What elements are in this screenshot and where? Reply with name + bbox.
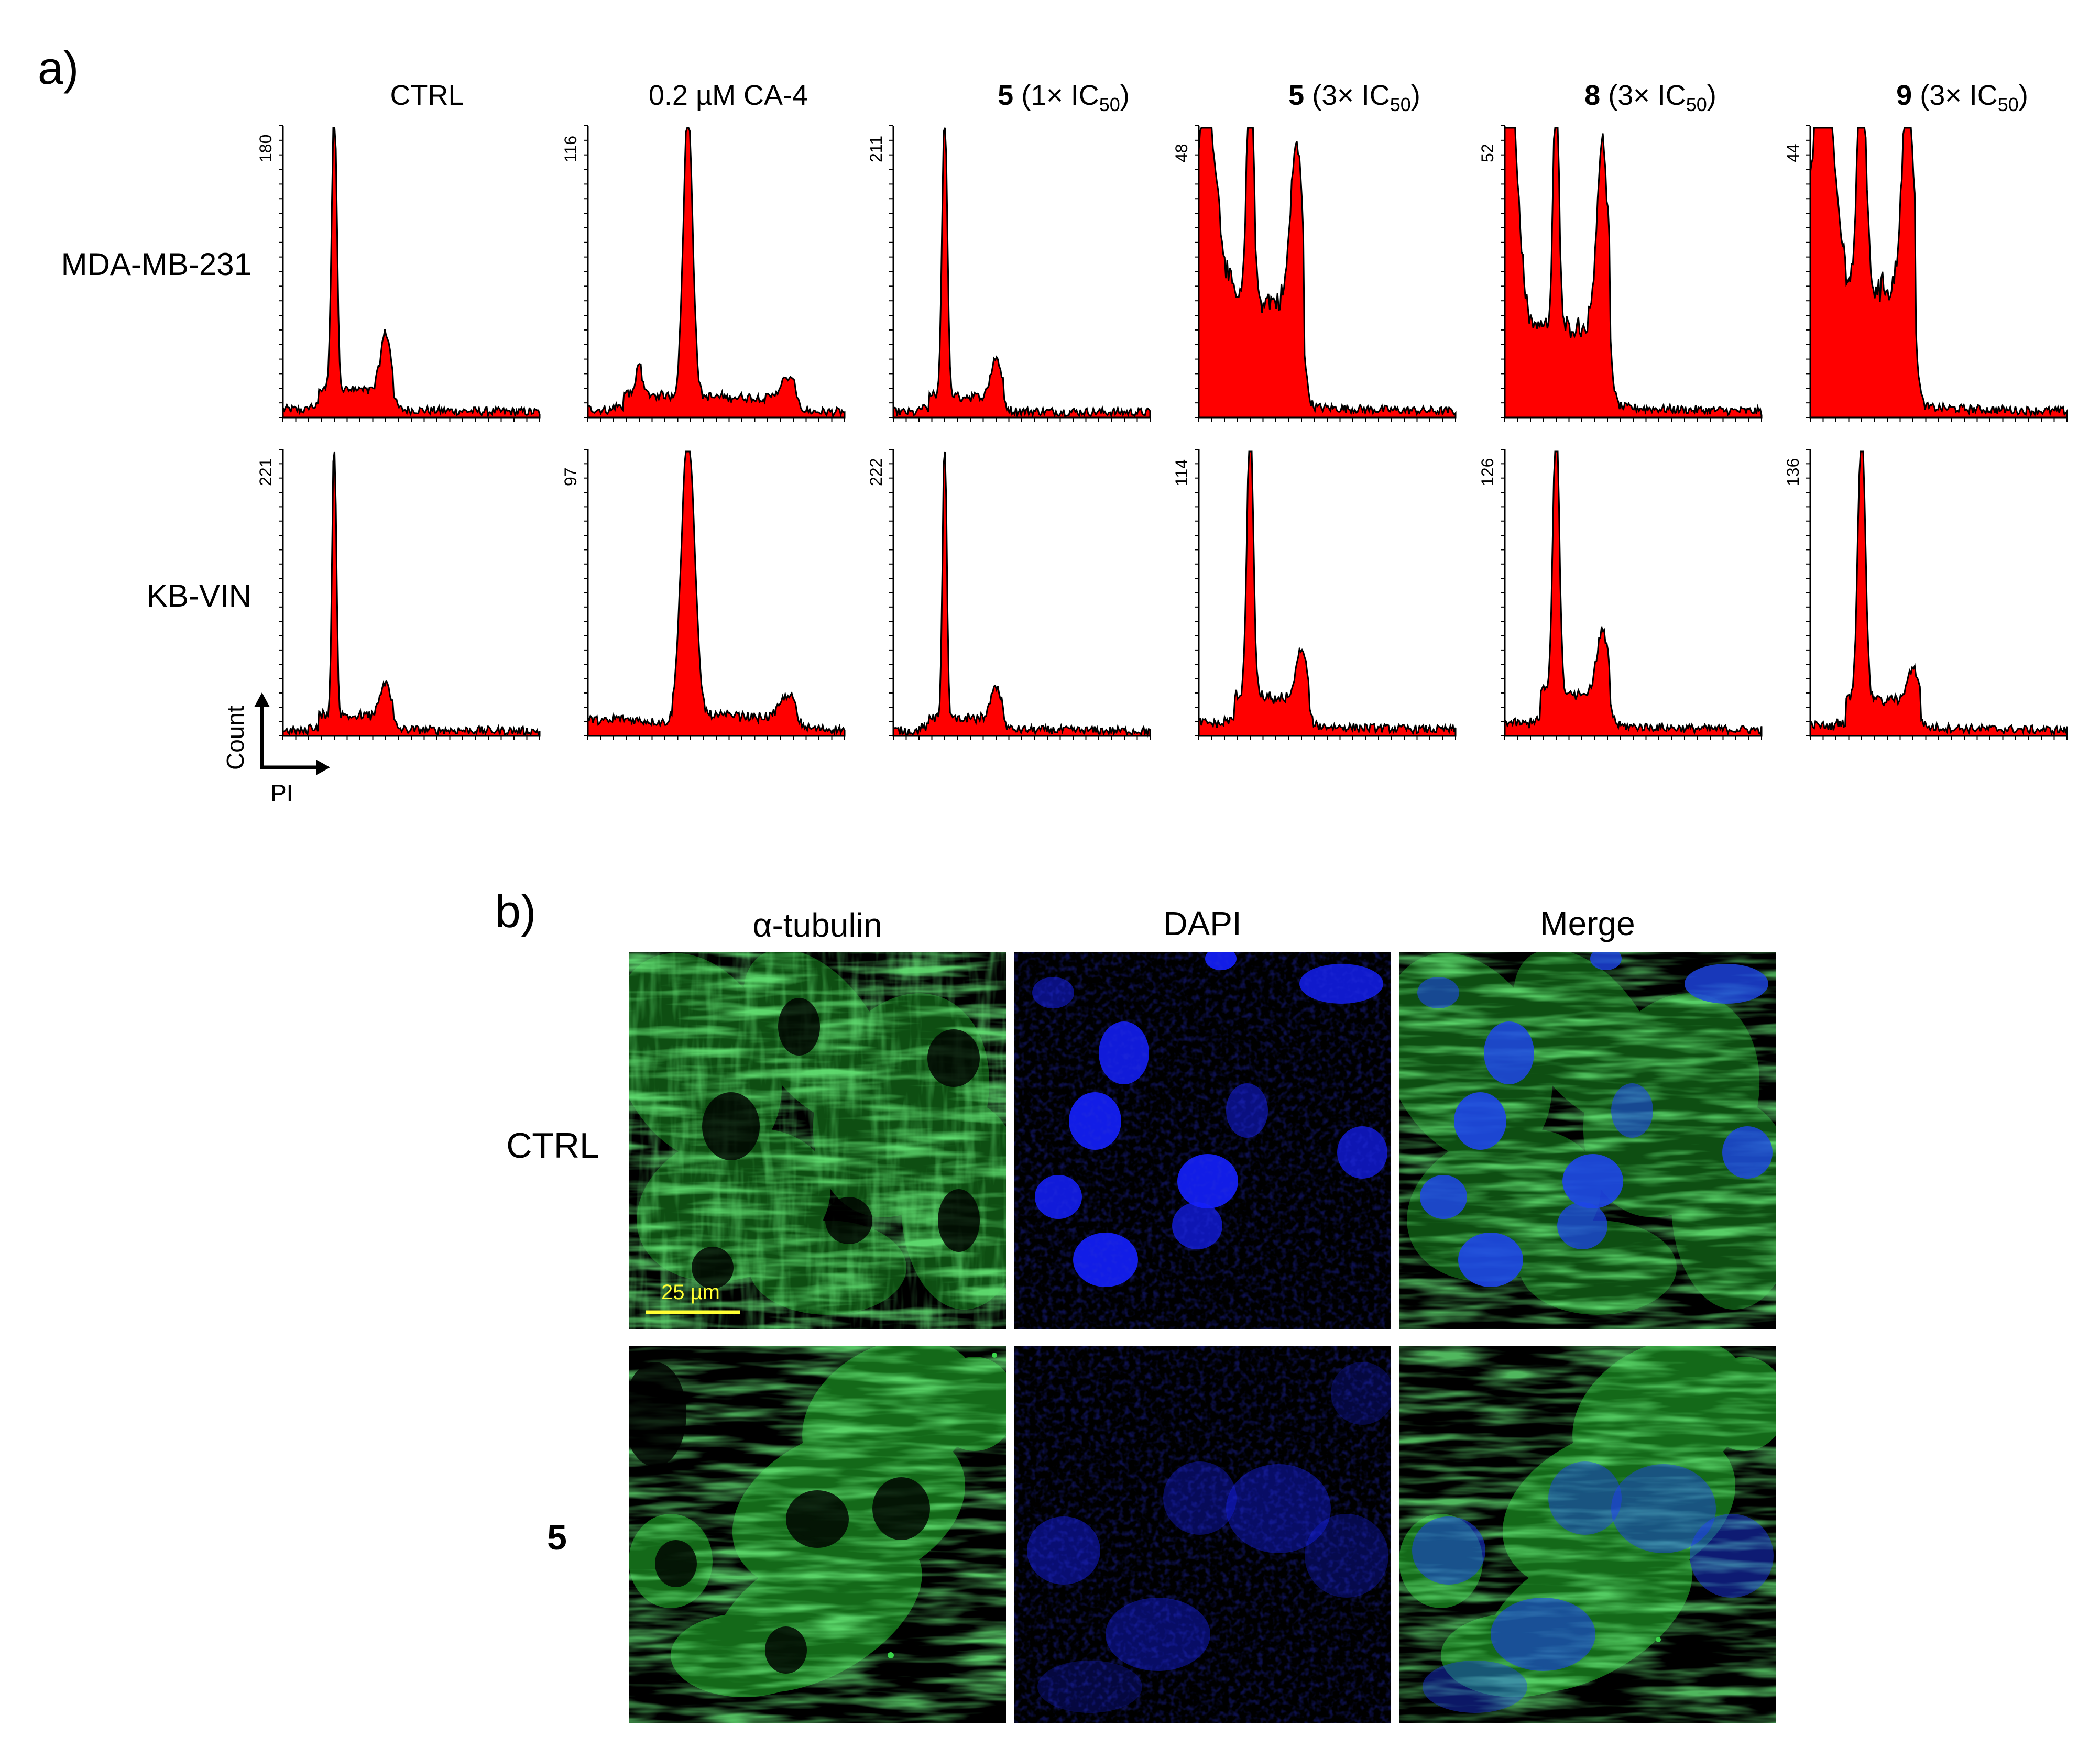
row-label-mda-mb-231: MDA-MB-231 (61, 247, 251, 282)
y-max-label: 114 (1172, 459, 1191, 486)
histogram-axes (1809, 449, 2067, 737)
column-header-4: 8 (3× IC50) (1584, 80, 1716, 115)
column-header-1: 0.2 µM CA-4 (649, 80, 808, 111)
panel-a-label: a) (38, 42, 79, 94)
histogram-axes (587, 449, 845, 737)
histogram-area (892, 451, 1151, 738)
histogram-kb-vin-4: 126 (1478, 449, 1763, 740)
column-header-3: 5 (3× IC50) (1288, 80, 1420, 115)
micro-col-header-merge: Merge (1540, 905, 1635, 942)
histogram-kb-vin-5: 136 (1784, 449, 2068, 740)
y-max-label: 180 (256, 135, 275, 162)
column-header-2: 5 (1× IC50) (998, 80, 1130, 115)
y-max-label: 48 (1172, 144, 1191, 162)
histogram-area (1809, 127, 2068, 419)
histogram-mda-mb-231-2: 211 (867, 125, 1151, 422)
y-max-label: 126 (1478, 458, 1497, 486)
histogram-area (1198, 450, 1457, 737)
column-header-0: CTRL (390, 80, 464, 111)
histogram-column-headers: CTRL 0.2 µM CA-4 5 (1× IC50) 5 (3× IC50) 8 (… (390, 80, 2028, 115)
histogram-axes (282, 449, 540, 737)
histogram-area (1809, 450, 2068, 737)
histogram-mda-mb-231-5: 44 (1784, 125, 2068, 422)
scale-bar-label: 25 µm (661, 1281, 720, 1304)
histogram-kb-vin-3: 114 (1172, 449, 1457, 740)
micrograph-grid: 25 µm (629, 952, 1776, 1723)
micro-col-header-tubulin: α-tubulin (753, 906, 882, 944)
histogram-kb-vin-2: 222 (867, 449, 1151, 740)
histogram-area (892, 127, 1151, 419)
y-max-label: 136 (1784, 458, 1802, 486)
histogram-area (1504, 450, 1763, 737)
histogram-axes (892, 126, 1150, 419)
y-max-label: 44 (1784, 144, 1802, 162)
y-max-label: 97 (561, 467, 580, 486)
histogram-kb-vin-1: 97 (561, 449, 846, 740)
histogram-axes (282, 126, 540, 419)
histogram-mda-mb-231-4: 52 (1478, 125, 1763, 422)
histogram-mda-mb-231-0: 180 (256, 125, 541, 422)
panel-b-label: b) (495, 885, 536, 937)
micro-row-label-ctrl: CTRL (506, 1126, 599, 1166)
histogram-area (282, 127, 541, 419)
pi-axis-label: PI (270, 779, 293, 807)
y-max-label: 221 (256, 458, 275, 486)
histogram-kb-vin-0: 221 (256, 449, 541, 740)
micrograph-5-merge (1399, 1346, 1776, 1723)
y-max-label: 211 (867, 136, 885, 162)
micro-row-label-5: 5 (547, 1518, 567, 1557)
count-axis-label: Count (222, 706, 249, 770)
histogram-area (1504, 127, 1763, 419)
histogram-area (587, 450, 846, 737)
micro-col-header-dapi: DAPI (1163, 905, 1241, 942)
micrograph-ctrl-tubulin: 25 µm (629, 952, 1006, 1329)
count-arrow-head (254, 692, 270, 707)
histogram-mda-mb-231-1: 116 (561, 125, 846, 422)
y-max-label: 116 (561, 136, 580, 162)
histogram-grid: 180 116 211 48 52 44 221 97 222 114 126 136 (256, 125, 2068, 740)
micrograph-ctrl-dapi (1014, 952, 1391, 1329)
histogram-area (1198, 127, 1457, 419)
y-max-label: 222 (867, 458, 885, 486)
histogram-area (587, 127, 846, 419)
micrograph-5-dapi (1014, 1346, 1391, 1723)
micrograph-5-tubulin (629, 1346, 1006, 1723)
pi-arrow-head (316, 760, 330, 775)
histogram-mda-mb-231-3: 48 (1172, 125, 1457, 422)
histogram-axes (587, 126, 845, 419)
histogram-axes (892, 449, 1150, 737)
row-label-kb-vin: KB-VIN (147, 578, 251, 613)
micrograph-ctrl-merge (1399, 952, 1776, 1329)
axis-legend: Count PI (222, 692, 330, 807)
y-max-label: 52 (1478, 144, 1497, 162)
histogram-area (282, 451, 541, 737)
column-header-5: 9 (3× IC50) (1896, 80, 2028, 115)
